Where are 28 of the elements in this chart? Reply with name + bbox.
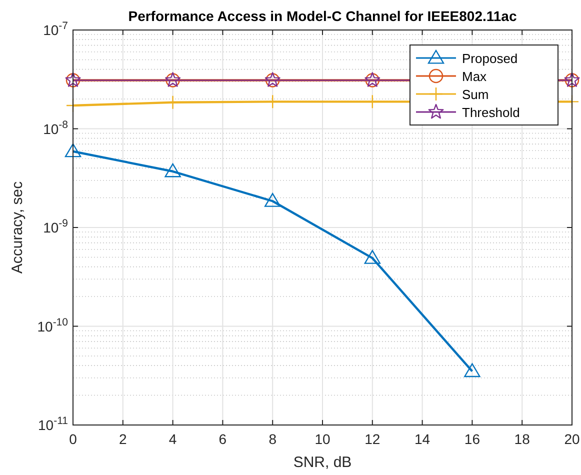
point <box>64 143 82 158</box>
legend-label: Proposed <box>462 51 518 66</box>
x-axis-title: SNR, dB <box>293 454 352 471</box>
point <box>464 363 480 378</box>
chart-title: Performance Access in Model-C Channel for IEEE802.11ac <box>128 8 517 24</box>
x-tick-label: 14 <box>414 431 430 447</box>
point <box>164 163 181 178</box>
legend-label: Sum <box>462 87 489 102</box>
legend-label: Threshold <box>462 105 520 120</box>
y-tick-label: 10$^{-8}$ <box>43 118 68 137</box>
x-tick-label: 10 <box>314 431 330 447</box>
x-tick-label: 0 <box>69 431 78 447</box>
legend-label: Max <box>462 69 488 84</box>
y-tick-label: 10$^{-10}$ <box>37 316 68 334</box>
x-tick-label: 20 <box>564 431 580 447</box>
y-tick-label: 10$^{-11}$ <box>38 415 68 433</box>
y-tick-label: 10$^{-9}$ <box>43 218 68 236</box>
x-tick-label: 18 <box>514 431 530 447</box>
point <box>364 250 380 264</box>
x-tick-label: 8 <box>268 431 277 447</box>
x-tick-label: 6 <box>218 431 227 447</box>
y-tick-label: 10$^{-7}$ <box>43 20 68 38</box>
x-tick-label: 2 <box>119 431 127 447</box>
point <box>264 193 281 207</box>
x-tick-label: 16 <box>464 431 480 447</box>
y-axis-title: Accuracy, sec <box>9 180 26 274</box>
x-tick-label: 4 <box>168 431 177 447</box>
x-tick-label: 12 <box>364 431 380 447</box>
